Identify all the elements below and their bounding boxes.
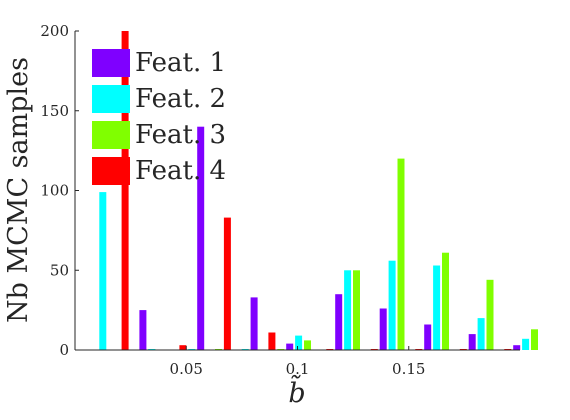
bar-feat-1-34 — [513, 345, 521, 350]
x-tick-label: 0.1 — [286, 360, 310, 378]
legend-label: Feat. 2 — [135, 84, 226, 114]
legend-label: Feat. 4 — [135, 156, 226, 186]
y-tick-label: 0 — [59, 341, 69, 359]
y-tick-label: 100 — [40, 182, 69, 200]
y-axis-label: Nb MCMC samples — [3, 57, 34, 323]
bar-feat-3-16 — [304, 340, 311, 350]
bar-feat-1-22 — [379, 308, 387, 350]
bar-feat-2-31 — [477, 318, 485, 350]
y-tick-label: 50 — [50, 261, 69, 279]
bar-feat-2-19 — [344, 270, 352, 351]
bar-feat-3-36 — [531, 329, 538, 350]
bars-layer — [99, 31, 538, 351]
bar-feat-2-0 — [99, 192, 107, 350]
axes-layer — [74, 31, 520, 351]
legend: Feat. 1 Feat. 2 Feat. 3 Feat. 4 — [92, 48, 226, 186]
bar-feat-2-15 — [295, 335, 303, 350]
x-tick-label: 0.15 — [392, 360, 425, 378]
bar-feat-2-23 — [388, 260, 396, 350]
bar-feat-1-2 — [139, 310, 147, 350]
legend-swatch — [92, 85, 130, 113]
bar-feat-3-20 — [353, 270, 360, 351]
y-tick-label: 200 — [40, 22, 69, 40]
bar-feat-1-7 — [197, 126, 205, 350]
bar-feat-1-30 — [468, 334, 476, 350]
legend-swatch — [92, 157, 130, 185]
bar-feat-4-1 — [121, 31, 129, 350]
x-axis-label: b̃ — [288, 374, 305, 409]
bar-feat-1-14 — [286, 343, 294, 350]
bar-feat-2-27 — [433, 265, 441, 350]
bar-feat-3-28 — [442, 252, 449, 350]
bar-feat-1-11 — [250, 297, 258, 350]
bar-feat-1-26 — [424, 324, 432, 350]
bar-feat-4-5 — [179, 345, 187, 350]
bar-feat-4-9 — [223, 217, 231, 350]
bar-feat-1-18 — [335, 294, 343, 350]
bar-feat-3-24 — [397, 158, 405, 350]
bar-feat-3-32 — [486, 279, 494, 350]
legend-label: Feat. 1 — [135, 48, 226, 78]
bar-feat-4-12 — [268, 332, 276, 350]
x-tick-label: 0.05 — [170, 360, 203, 378]
y-tick-label: 150 — [40, 102, 69, 120]
legend-swatch — [92, 121, 130, 149]
ticks-layer: 0 50 100 150 200 0.05 0.1 0.15 — [40, 22, 425, 378]
bar-feat-2-35 — [522, 338, 530, 350]
legend-swatch — [92, 49, 130, 77]
legend-label: Feat. 3 — [135, 120, 226, 150]
